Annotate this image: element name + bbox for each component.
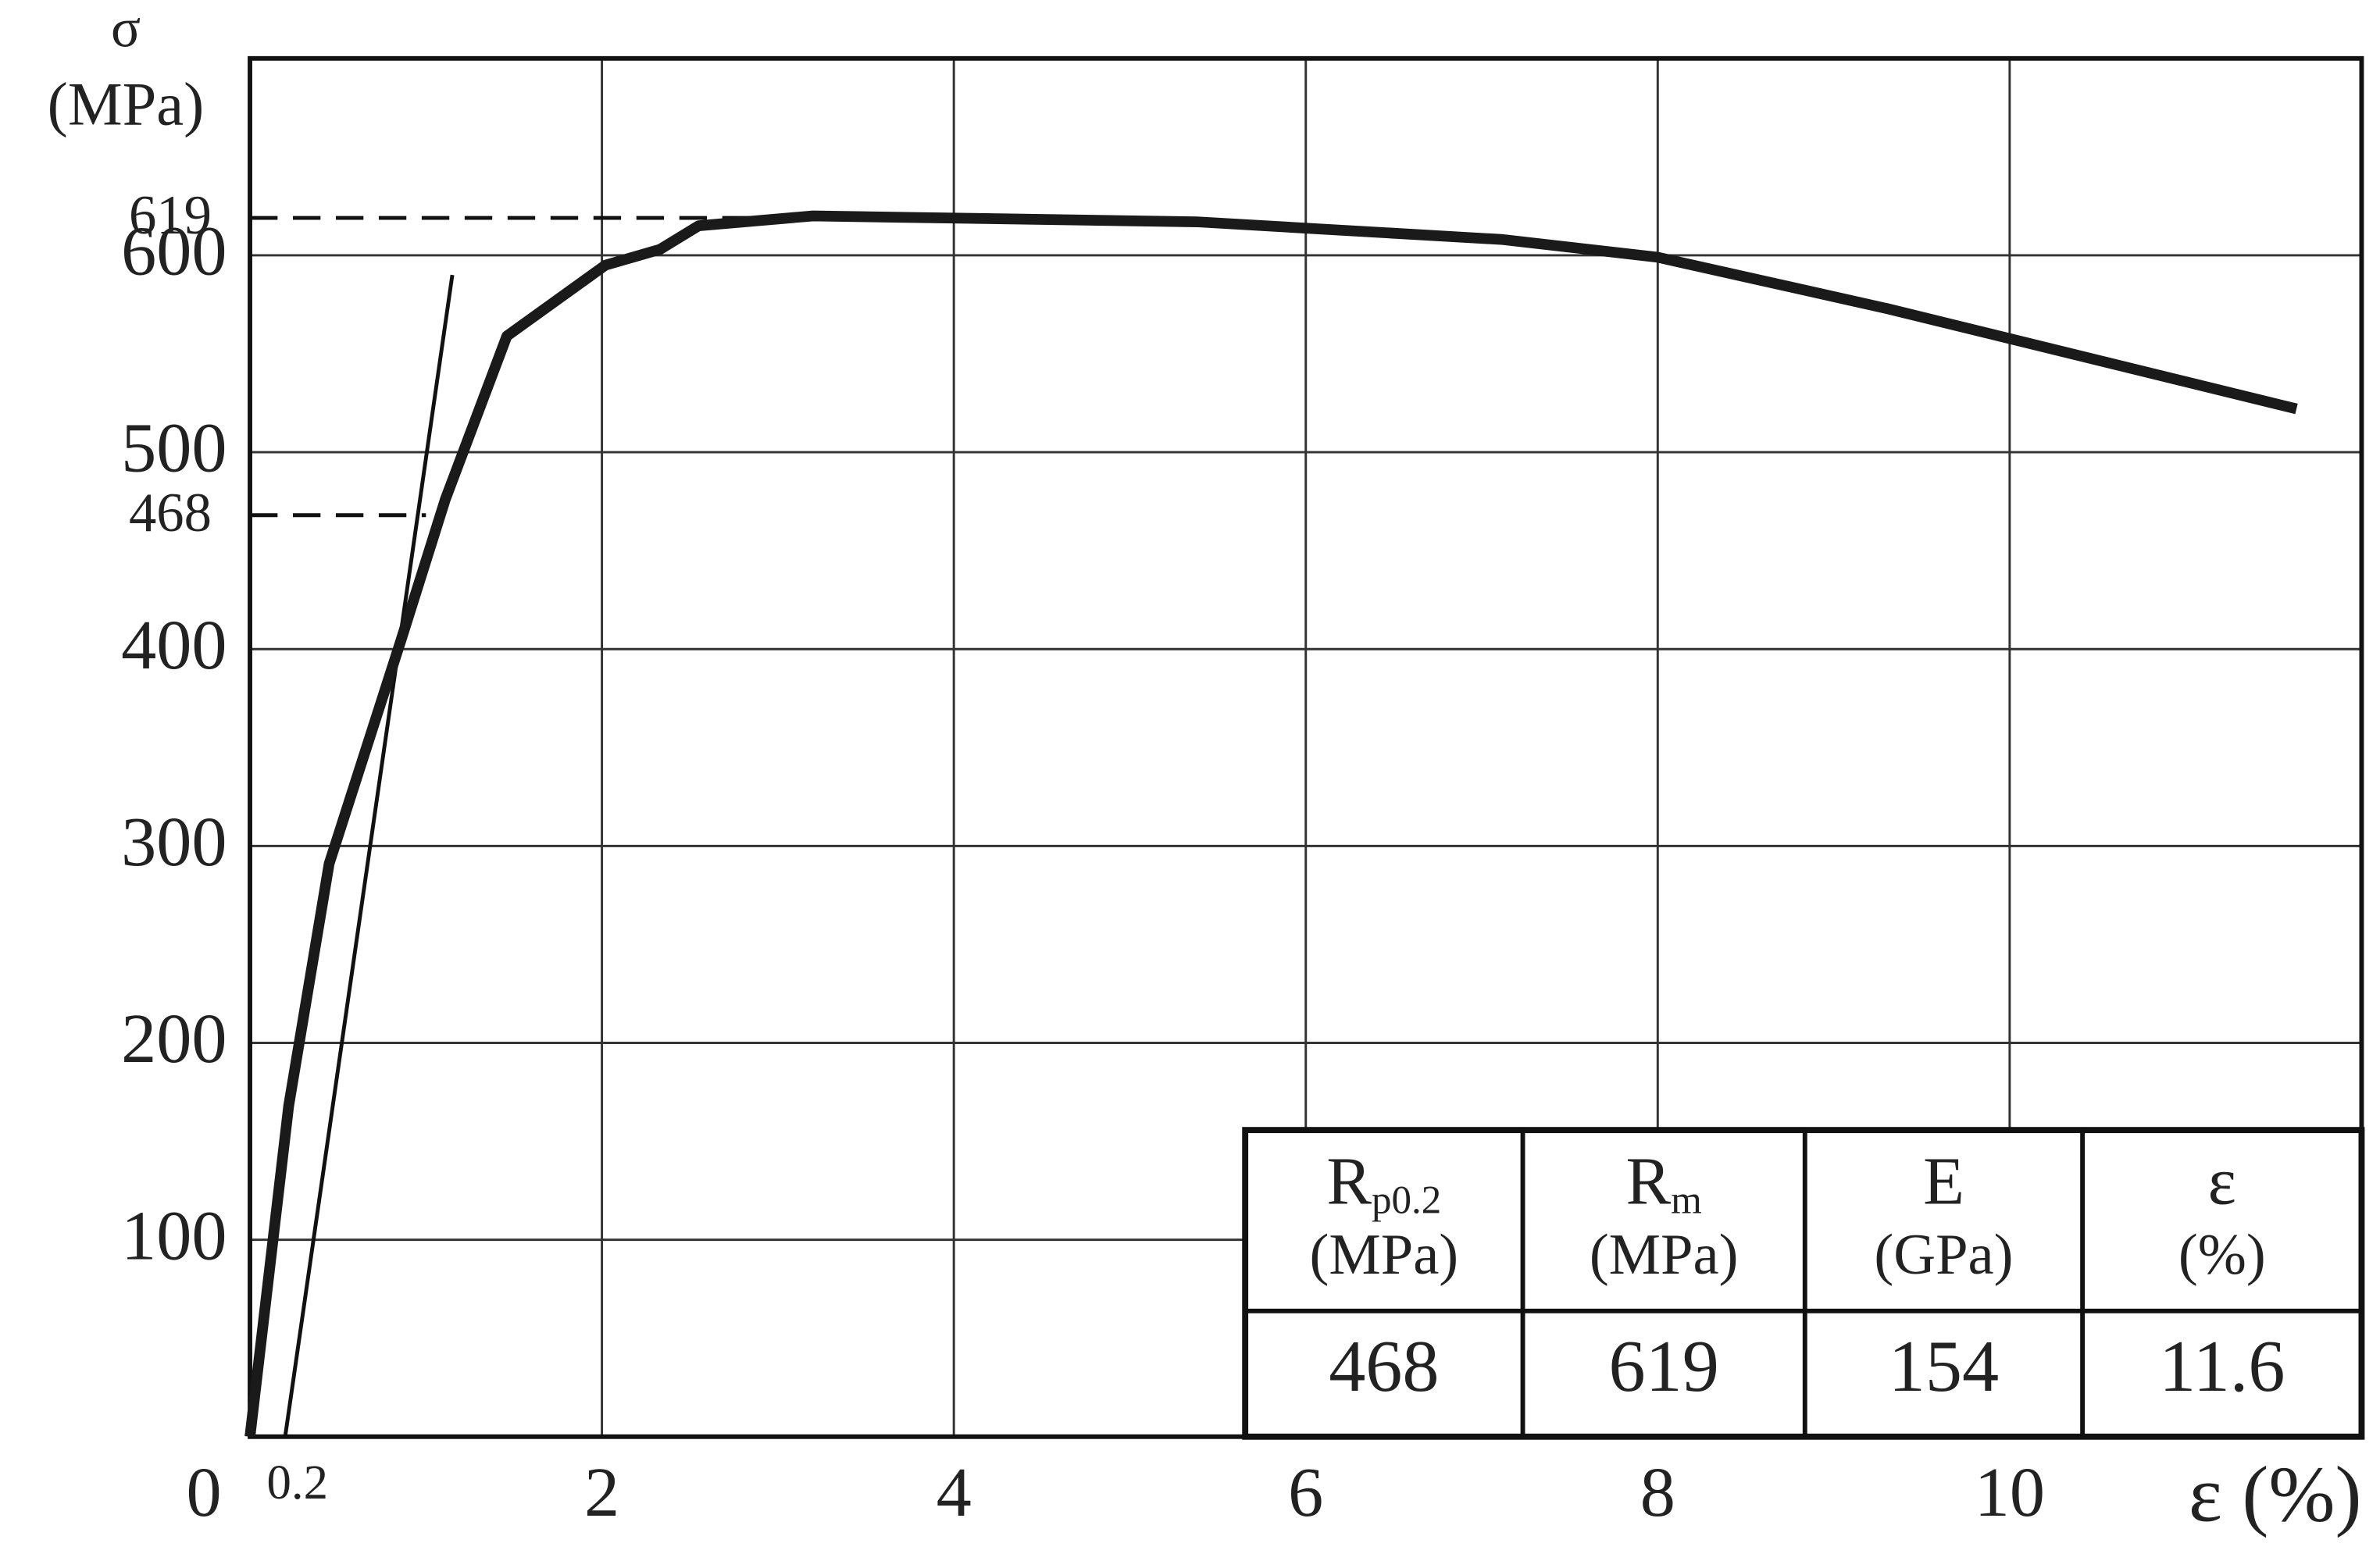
y-tick-label: 500 [121,409,227,487]
offset-line [283,274,455,1438]
table-header-symbol: Rp0.2 [1326,1144,1441,1223]
y-tick-label: 200 [121,1000,227,1078]
x-tick-label: 6 [1288,1453,1323,1531]
x-tick-label: 8 [1640,1453,1675,1531]
x-tick-label: 0 [187,1453,222,1531]
y-tick-label: 300 [121,803,227,881]
y-tick-label: 600 [121,212,227,290]
table-header-symbol-text: ε [2208,1144,2236,1219]
x-tick-label: 4 [937,1453,972,1531]
table-header-symbol: ε [2208,1144,2236,1219]
table-header-unit: (MPa) [1310,1223,1459,1287]
table-value: 619 [1608,1326,1718,1407]
y-tick-label: 100 [121,1196,227,1274]
y-axis-unit: (MPa) [48,70,205,138]
offset-label: 0.2 [267,1455,329,1509]
x-axis-label: ε (%) [2189,1451,2361,1539]
table-header-symbol-text: R [1625,1144,1671,1219]
table-header-symbol-text: R [1326,1144,1372,1219]
table-header-symbol: E [1923,1144,1964,1219]
table-header-subscript: m [1671,1178,1702,1222]
table-header-symbol-text: E [1923,1144,1964,1219]
table-header-unit: (GPa) [1874,1223,2013,1287]
table-header-symbol: Rm [1625,1144,1701,1223]
x-tick-label: 10 [1975,1453,2045,1531]
y-axis-label: σ [111,0,141,59]
x-tick-label: 2 [584,1453,619,1531]
table-header-unit: (MPa) [1590,1223,1739,1287]
table-header-subscript: p0.2 [1372,1178,1441,1222]
table-value: 468 [1329,1326,1439,1407]
table-value: 11.6 [2159,1326,2285,1407]
reference-label: 619 [129,185,212,246]
reference-label: 468 [129,483,212,543]
y-tick-label: 400 [121,606,227,684]
table-value: 154 [1889,1326,1999,1407]
table-header-unit: (%) [2178,1223,2266,1287]
stress-strain-curve [244,210,2298,1438]
